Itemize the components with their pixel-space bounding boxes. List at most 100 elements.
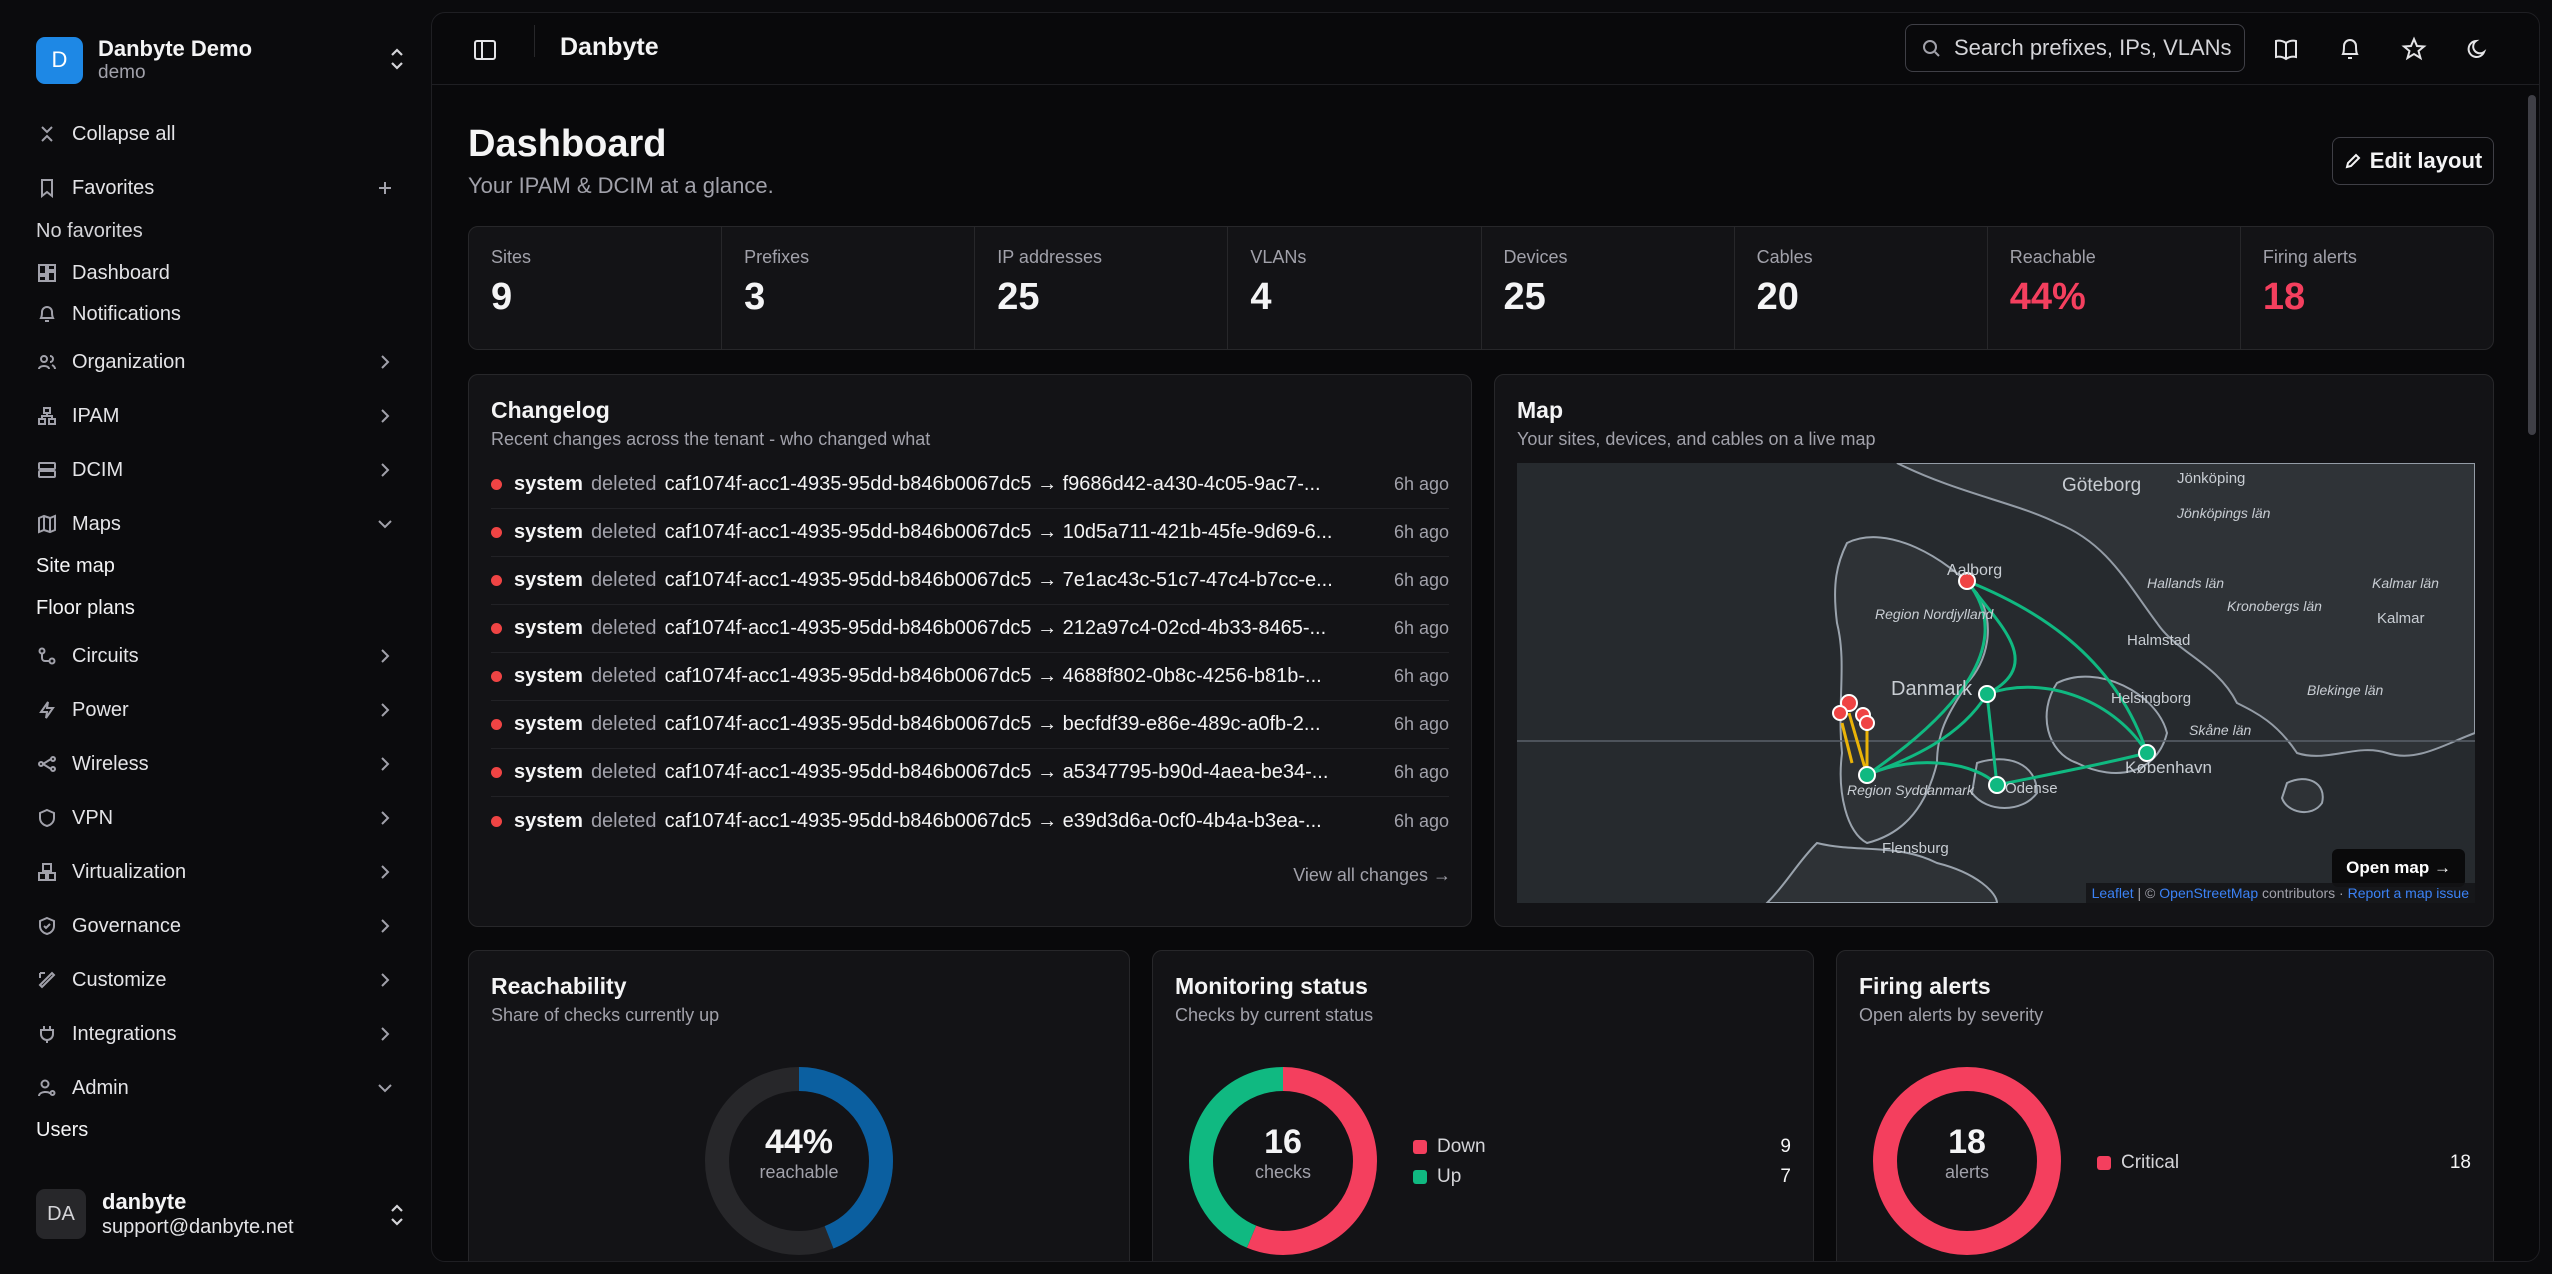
search-box[interactable] (1905, 24, 2245, 72)
chevron-right-icon (381, 703, 390, 717)
changelog-row[interactable]: system deleted caf1074f-acc1-4935-95dd-b84… (491, 797, 1449, 845)
scrollbar-thumb[interactable] (2528, 95, 2536, 435)
chevron-right-icon (381, 355, 390, 369)
stat-label: Reachable (2009, 247, 2096, 267)
sidebar-item-label: Dashboard (72, 261, 170, 284)
sidebar-item-notifications[interactable]: Notifications (36, 294, 396, 334)
user-name: danbyte (102, 1189, 187, 1214)
sidebar-item-ipam[interactable]: IPAM (36, 396, 396, 436)
search-input[interactable] (1954, 35, 2234, 61)
sidebar-item-label: Circuits (72, 644, 139, 667)
changelog-row[interactable]: system deleted caf1074f-acc1-4935-95dd-b84… (491, 749, 1449, 797)
map-label: Kronobergs län (2227, 598, 2322, 614)
tenant-switcher[interactable]: D Danbyte Demo demo (36, 34, 406, 86)
sidebar-item-integrations[interactable]: Integrations (36, 1014, 396, 1054)
sidebar-item-organization[interactable]: Organization (36, 342, 396, 382)
app-title: Danbyte (560, 33, 659, 61)
changelog-row[interactable]: system deleted caf1074f-acc1-4935-95dd-b84… (491, 701, 1449, 749)
sidebar-item-vpn[interactable]: VPN (36, 798, 396, 838)
stat-value: 4 (1250, 276, 1272, 318)
stat-ip-addresses[interactable]: IP addresses 25 (975, 227, 1229, 349)
changelog-row[interactable]: system deleted caf1074f-acc1-4935-95dd-b84… (491, 605, 1449, 653)
stat-reachable[interactable]: Reachable 44% (1988, 227, 2241, 349)
stat-sites[interactable]: Sites 9 (469, 227, 723, 349)
stat-vlans[interactable]: VLANs 4 (1228, 227, 1482, 349)
changelog-row[interactable]: system deleted caf1074f-acc1-4935-95dd-b84… (491, 557, 1449, 605)
user-menu[interactable]: DA danbyte support@danbyte.net (36, 1186, 406, 1242)
sidebar-item-power[interactable]: Power (36, 690, 396, 730)
stat-firing-alerts[interactable]: Firing alerts 18 (2241, 227, 2493, 349)
sidebar-item-dashboard[interactable]: Dashboard (36, 253, 396, 293)
alerts-donut (1873, 1067, 2061, 1255)
log-time: 6h ago (1393, 570, 1449, 590)
sidebar-item-virtualization[interactable]: Virtualization (36, 852, 396, 892)
edit-layout-button[interactable]: Edit layout (2332, 137, 2494, 185)
sidebar-item-label: Wireless (72, 752, 149, 775)
collapse-all-button[interactable]: Collapse all (36, 114, 396, 154)
sidebar-item-floor-plans[interactable]: Floor plans (36, 597, 135, 619)
sidebar-item-circuits[interactable]: Circuits (36, 636, 396, 676)
changelog-row[interactable]: system deleted caf1074f-acc1-4935-95dd-b84… (491, 461, 1449, 509)
moon-icon[interactable] (2464, 35, 2492, 63)
sidebar-item-admin[interactable]: Admin (36, 1068, 396, 1108)
sidebar-item-customize[interactable]: Customize (36, 960, 396, 1000)
map-node-down (1958, 572, 1976, 590)
card-subtitle: Open alerts by severity (1859, 1005, 2044, 1025)
sidebar-item-dcim[interactable]: DCIM (36, 450, 396, 490)
chevron-right-icon (381, 865, 390, 879)
sidebar-item-wireless[interactable]: Wireless (36, 744, 396, 784)
map-canvas[interactable]: Göteborg Jönköping Jönköpings län Hallan… (1517, 463, 2475, 903)
osm-link[interactable]: OpenStreetMap (2159, 885, 2259, 901)
stat-prefixes[interactable]: Prefixes 3 (722, 227, 976, 349)
sidebar-item-site-map[interactable]: Site map (36, 555, 115, 577)
map-label: Region Nordjylland (1875, 606, 1995, 622)
chevron-right-icon (381, 649, 390, 663)
book-icon[interactable] (2272, 35, 2300, 63)
zap-icon (36, 699, 58, 721)
donut-center: 18 alerts (1867, 1123, 2067, 1183)
changelog-row[interactable]: system deleted caf1074f-acc1-4935-95dd-b84… (491, 509, 1449, 557)
favorites-section[interactable]: Favorites (36, 168, 396, 208)
sidebar-item-label: Power (72, 698, 129, 721)
star-icon[interactable] (2400, 35, 2428, 63)
map-node-up (1978, 685, 1996, 703)
stat-label: VLANs (1250, 247, 1307, 267)
map-label: Region Syddanmark (1847, 782, 1975, 798)
monitoring-label: checks (1254, 1162, 1312, 1182)
changelog-row[interactable]: system deleted caf1074f-acc1-4935-95dd-b84… (491, 653, 1449, 701)
log-time: 6h ago (1393, 618, 1449, 638)
map-node-up (1858, 766, 1876, 784)
server-icon (36, 459, 58, 481)
log-time: 6h ago (1393, 714, 1449, 734)
open-map-button[interactable]: Open map → (2332, 849, 2465, 887)
reachability-value: 44% (764, 1123, 834, 1161)
log-action: deleted (590, 473, 657, 495)
stat-devices[interactable]: Devices 25 (1482, 227, 1735, 349)
sidebar-item-maps[interactable]: Maps (36, 504, 396, 544)
sidebar-item-users[interactable]: Users (36, 1119, 89, 1141)
map-label: Kalmar län (2372, 575, 2439, 591)
report-issue-link[interactable]: Report a map issue (2347, 885, 2469, 901)
alerts-critical-arc (1873, 1067, 2061, 1255)
log-target: caf1074f-acc1-4935-95dd-b846b0067dc5 → f… (664, 473, 1321, 495)
bell-icon[interactable] (2336, 35, 2364, 63)
sidebar-item-governance[interactable]: Governance (36, 906, 396, 946)
stat-cables[interactable]: Cables 20 (1735, 227, 1988, 349)
shield-icon (36, 807, 58, 829)
card-subtitle: Recent changes across the tenant - who c… (491, 429, 931, 449)
card-title: Monitoring status (1175, 973, 1368, 999)
chevrons-up-down-icon (391, 1204, 403, 1226)
view-all-changes-link[interactable]: View all changes → (1293, 865, 1451, 885)
scrollbar[interactable] (2525, 85, 2539, 1261)
map-view[interactable]: Göteborg Jönköping Jönköpings län Hallan… (1517, 463, 2475, 903)
plus-icon[interactable] (374, 177, 396, 199)
stat-value: 18 (2262, 276, 2306, 318)
log-time: 6h ago (1393, 474, 1449, 494)
map-label: Aalborg (1947, 562, 2002, 579)
log-action: deleted (590, 521, 657, 543)
no-favorites-text: No favorites (36, 220, 143, 242)
stat-label: Devices (1503, 247, 1568, 267)
leaflet-link[interactable]: Leaflet (2091, 885, 2134, 901)
sidebar-item-label: Admin (72, 1076, 129, 1099)
sidebar-toggle-icon[interactable] (472, 37, 498, 63)
